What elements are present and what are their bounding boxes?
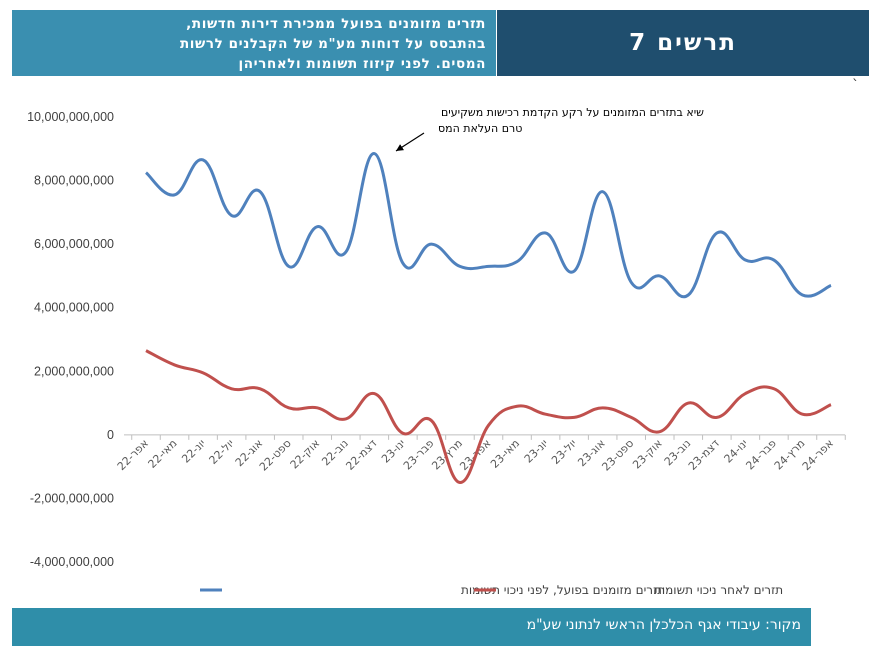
data-point — [259, 387, 262, 390]
data-point — [145, 171, 148, 174]
data-point — [601, 406, 604, 409]
data-point — [544, 413, 547, 416]
data-point — [544, 232, 547, 235]
data-point — [373, 392, 376, 395]
series-lines — [144, 152, 833, 485]
data-point — [772, 387, 775, 390]
data-point — [401, 262, 404, 265]
chart-subtitle: תזרים מזומנים בפועל ממכירת דירות חדשות, … — [12, 10, 496, 76]
data-point — [145, 349, 148, 352]
x-tick-label: דצמ-22 — [343, 437, 379, 473]
y-tick-label: 10,000,000,000 — [27, 110, 114, 124]
y-tick-label: -4,000,000,000 — [30, 555, 114, 569]
subtitle-line: המסים. לפני קיזוז תשומות ולאחריהן — [238, 56, 486, 72]
data-point — [430, 243, 433, 246]
y-axis: 10,000,000,000 8,000,000,000 6,000,000,000… — [27, 110, 114, 569]
data-point — [687, 294, 690, 297]
data-point — [687, 402, 690, 405]
x-tick-label: אוק-23 — [630, 437, 665, 472]
data-point — [516, 260, 519, 263]
data-point — [259, 190, 262, 193]
data-point — [830, 284, 833, 287]
data-point — [458, 481, 461, 484]
data-point — [458, 265, 461, 268]
annotation-text: שיא בתזרים המזומנים על רקע הקדמת רכישות … — [441, 106, 704, 119]
x-tick-label: מאי-22 — [146, 437, 180, 471]
data-point — [658, 430, 661, 433]
data-point — [430, 419, 433, 422]
data-point — [202, 158, 205, 161]
annotation-arrow — [395, 132, 425, 152]
data-point — [401, 432, 404, 435]
annotation-text: טרם העלאת המס — [438, 122, 522, 135]
data-point — [772, 259, 775, 262]
source-footer: מקור: עיבודי אגף הכלכלן הראשי לנתוני שע"… — [12, 608, 811, 646]
data-point — [830, 403, 833, 406]
legend-label: תזרים לאחר ניכוי תשומות — [654, 583, 783, 597]
y-tick-label: 8,000,000,000 — [34, 174, 114, 188]
source-text: מקור: עיבודי אגף הכלכלן הראשי לנתוני שע"… — [526, 617, 801, 633]
legend: תזרים מזומנים בפועל, לפני ניכוי תשומות ת… — [200, 583, 783, 597]
tick-mark-glyph: ` — [852, 78, 859, 94]
data-point — [715, 232, 718, 235]
x-tick-label: אפר-22 — [115, 437, 151, 473]
x-tick-label: פבר-24 — [743, 437, 779, 473]
x-axis-ticks — [131, 434, 846, 440]
data-point — [487, 265, 490, 268]
data-point — [801, 294, 804, 297]
data-point — [573, 416, 576, 419]
x-tick-label: אפר-24 — [800, 437, 836, 473]
data-point — [487, 424, 490, 427]
x-tick-label: יול-22 — [207, 437, 237, 467]
data-point — [173, 363, 176, 366]
chart-number-title: תרשים 7 — [497, 10, 869, 76]
data-point — [230, 214, 233, 217]
x-tick-label: מאי-23 — [488, 437, 522, 471]
data-point — [744, 392, 747, 395]
x-tick-label: יונ-23 — [522, 437, 551, 466]
x-tick-label: פבר-23 — [401, 437, 437, 473]
data-point — [373, 152, 376, 155]
data-point — [715, 416, 718, 419]
legend-label: תזרים מזומנים בפועל, לפני ניכוי תשומות — [461, 583, 665, 597]
data-point — [202, 371, 205, 374]
x-tick-label: יונ-22 — [179, 437, 208, 466]
y-tick-label: 4,000,000,000 — [34, 301, 114, 315]
data-point — [230, 387, 233, 390]
y-tick-label: 6,000,000,000 — [34, 237, 114, 251]
data-point — [344, 251, 347, 254]
peak-annotation: שיא בתזרים המזומנים על רקע הקדמת רכישות … — [395, 106, 704, 152]
x-tick-label: ספט-22 — [257, 437, 294, 474]
data-point — [344, 417, 347, 420]
data-point — [630, 416, 633, 419]
series-line-before-deductions — [144, 152, 832, 299]
x-tick-label: אוק-22 — [288, 437, 323, 472]
page-title: תרשים 7 — [629, 30, 737, 56]
data-point — [601, 190, 604, 193]
data-point — [316, 406, 319, 409]
subtitle-line: תזרים מזומנים בפועל ממכירת דירות חדשות, — [186, 16, 486, 32]
y-tick-label: 0 — [107, 428, 114, 442]
data-point — [658, 274, 661, 277]
y-tick-label: 2,000,000,000 — [34, 364, 114, 378]
x-tick-label: דצמ-23 — [686, 437, 722, 473]
subtitle-line: בהתבסס על דוחות מע"מ של הקבלנים לרשות — [179, 36, 486, 52]
x-tick-label: יול-23 — [549, 437, 579, 467]
data-point — [316, 225, 319, 228]
data-point — [801, 413, 804, 416]
data-point — [173, 193, 176, 196]
data-point — [744, 259, 747, 262]
series-line-after-deductions — [145, 349, 832, 485]
x-tick-label: ספט-23 — [599, 437, 636, 474]
data-point — [516, 405, 519, 408]
data-point — [287, 406, 290, 409]
data-point — [573, 270, 576, 273]
data-point — [287, 265, 290, 268]
y-tick-label: -2,000,000,000 — [30, 491, 114, 505]
data-point — [630, 281, 633, 284]
